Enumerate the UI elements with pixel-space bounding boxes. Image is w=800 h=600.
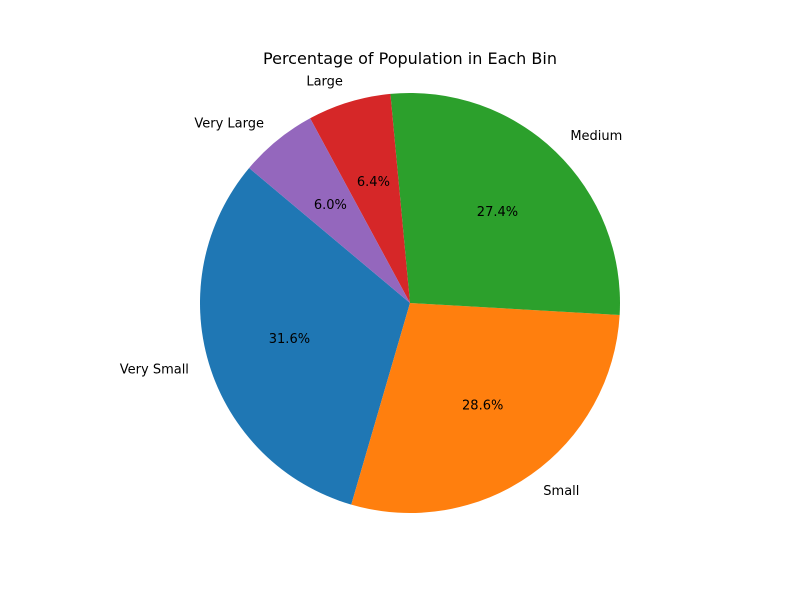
slice-label-large: Large xyxy=(306,74,343,89)
slice-label-medium: Medium xyxy=(570,129,622,144)
slice-percent-very-large: 6.0% xyxy=(314,198,347,213)
pie-slice-large xyxy=(310,93,410,303)
slice-percent-small: 28.6% xyxy=(462,398,503,413)
slice-label-very-large: Very Large xyxy=(194,116,264,131)
pie-labels: Very Small 31.6% Small 28.6% Medium 27.4% Larg… xyxy=(120,74,623,499)
pie-slice-very-small xyxy=(199,168,410,505)
slice-percent-medium: 27.4% xyxy=(477,205,518,220)
slice-label-small: Small xyxy=(543,484,579,499)
chart-title: Percentage of Population in Each Bin xyxy=(263,49,557,68)
pie-slice-medium xyxy=(390,93,620,316)
slice-percent-large: 6.4% xyxy=(357,175,390,190)
pie-slices xyxy=(199,93,620,513)
pie-slice-small xyxy=(351,303,620,513)
pie-slice-very-large xyxy=(249,118,410,303)
slice-percent-very-small: 31.6% xyxy=(269,332,310,347)
slice-label-very-small: Very Small xyxy=(120,363,189,378)
